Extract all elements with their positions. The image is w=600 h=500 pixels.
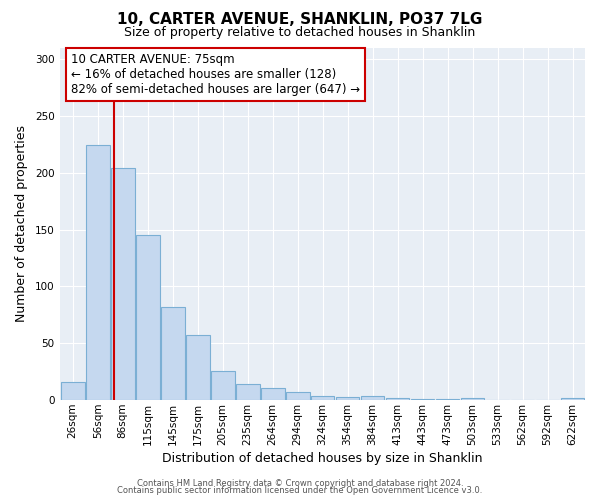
- Text: 10, CARTER AVENUE, SHANKLIN, PO37 7LG: 10, CARTER AVENUE, SHANKLIN, PO37 7LG: [118, 12, 482, 28]
- X-axis label: Distribution of detached houses by size in Shanklin: Distribution of detached houses by size …: [163, 452, 483, 465]
- Bar: [161, 307, 185, 400]
- Bar: [211, 370, 235, 400]
- Bar: [311, 396, 334, 400]
- Bar: [461, 398, 484, 400]
- Bar: [560, 398, 584, 400]
- Bar: [261, 388, 284, 400]
- Y-axis label: Number of detached properties: Number of detached properties: [15, 126, 28, 322]
- Bar: [436, 399, 460, 400]
- Text: Size of property relative to detached houses in Shanklin: Size of property relative to detached ho…: [124, 26, 476, 39]
- Bar: [411, 399, 434, 400]
- Bar: [136, 235, 160, 400]
- Bar: [86, 146, 110, 400]
- Bar: [336, 396, 359, 400]
- Bar: [61, 382, 85, 400]
- Bar: [236, 384, 260, 400]
- Bar: [186, 336, 209, 400]
- Bar: [111, 168, 134, 400]
- Text: 10 CARTER AVENUE: 75sqm
← 16% of detached houses are smaller (128)
82% of semi-d: 10 CARTER AVENUE: 75sqm ← 16% of detache…: [71, 53, 360, 96]
- Bar: [386, 398, 409, 400]
- Text: Contains public sector information licensed under the Open Government Licence v3: Contains public sector information licen…: [118, 486, 482, 495]
- Text: Contains HM Land Registry data © Crown copyright and database right 2024.: Contains HM Land Registry data © Crown c…: [137, 478, 463, 488]
- Bar: [286, 392, 310, 400]
- Bar: [361, 396, 385, 400]
